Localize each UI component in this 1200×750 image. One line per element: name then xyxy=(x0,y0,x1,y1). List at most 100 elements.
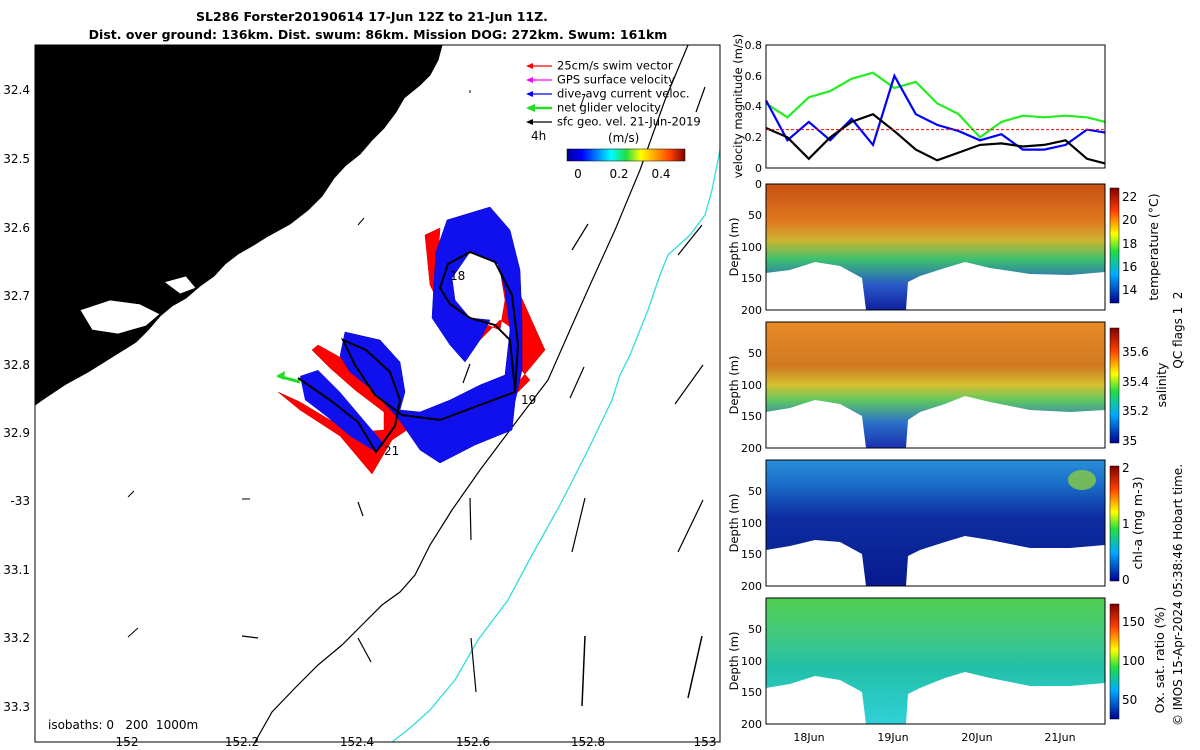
x-tick-label: 152.4 xyxy=(340,735,374,749)
oxygen-section: 50 100 150 200 Depth (m) 150 100 50 Ox. … xyxy=(727,597,1167,731)
section-colorbar xyxy=(1109,465,1120,582)
section-ylabel: Depth (m) xyxy=(727,494,741,553)
legend-label: sfc geo. vel. 21-Jun-2019 xyxy=(557,115,701,129)
cbar-tick: 0 xyxy=(1122,573,1130,587)
y-tick-label: -33 xyxy=(10,494,30,508)
cbar-tick: 50 xyxy=(1122,693,1137,707)
cbar-tick: 1 xyxy=(1122,517,1130,531)
y-tick-label: 150 xyxy=(741,686,762,699)
temperature-section: 0 50 100 150 200 Depth (m) 22 20 18 16 1… xyxy=(727,178,1161,317)
cbar-tick: 35.4 xyxy=(1122,375,1149,389)
geo-arrow xyxy=(581,635,586,707)
y-tick-label: 0.8 xyxy=(745,39,763,52)
geo-arrow xyxy=(569,366,585,399)
geo-arrow xyxy=(470,637,477,693)
section-frame xyxy=(765,597,1106,725)
cbar-label: Ox. sat. ratio (%) xyxy=(1152,607,1167,714)
legend-item: net glider velocity xyxy=(526,101,661,115)
x-tick-label: 152.2 xyxy=(225,735,259,749)
day-label: 18 xyxy=(450,269,465,283)
y-tick-label: 150 xyxy=(741,410,762,423)
y-tick-label: 32.5 xyxy=(3,152,30,166)
legend-item: GPS surface velocity xyxy=(526,73,675,87)
y-tick-label: 0 xyxy=(755,162,762,175)
time-tick-label: 18Jun xyxy=(793,731,824,744)
geo-arrow xyxy=(674,364,704,405)
credit-text: © IMOS 15-Apr-2024 05:38:46 Hobart time. xyxy=(1171,464,1185,726)
legend-label: 25cm/s swim vector xyxy=(557,59,673,73)
y-tick-label: 33.2 xyxy=(3,631,30,645)
x-tick-label: 152 xyxy=(116,735,139,749)
legend-item: dive-avg current veloc. xyxy=(526,87,690,101)
geo-arrow xyxy=(571,497,586,553)
legend-label: GPS surface velocity xyxy=(557,73,675,87)
geo-arrow xyxy=(241,635,259,639)
y-tick-label: 50 xyxy=(748,347,762,360)
geo-arrow xyxy=(571,223,589,251)
isobaths-label: isobaths: 0 200 1000m xyxy=(48,718,198,732)
geo-arrow xyxy=(579,93,586,109)
estuary xyxy=(163,275,197,295)
x-tick-label: 152.6 xyxy=(456,735,490,749)
y-tick-label: 0.2 xyxy=(745,131,763,144)
section-frame xyxy=(765,183,1106,311)
y-tick-label: 32.7 xyxy=(3,289,30,303)
cbar-label: chl-a (mg m-3) xyxy=(1130,477,1145,570)
velocity-series xyxy=(765,71,1106,165)
geo-arrow xyxy=(462,363,471,384)
estuary xyxy=(79,299,161,335)
y-tick-label: 200 xyxy=(741,442,762,455)
section-ylabel: Depth (m) xyxy=(727,218,741,277)
y-tick-label: 50 xyxy=(748,209,762,222)
y-tick-label: 200 xyxy=(741,580,762,593)
geo-arrow xyxy=(357,501,364,517)
legend-label: net glider velocity xyxy=(557,101,661,115)
geo-arrow xyxy=(677,499,704,553)
y-tick-label: 100 xyxy=(741,379,762,392)
speed-colorbar xyxy=(566,148,686,162)
geo-arrow xyxy=(677,224,703,256)
y-tick-label: 100 xyxy=(741,241,762,254)
y-tick-label: 200 xyxy=(741,718,762,731)
section-colorbar xyxy=(1109,603,1120,720)
legend-item: sfc geo. vel. 21-Jun-2019 xyxy=(526,115,701,129)
geo-arrow xyxy=(687,635,703,699)
sfc-geo-vectors xyxy=(127,86,706,707)
velocity-panel: 0 0.2 0.4 0.6 0.8 velocity magnitude (m/… xyxy=(731,34,1106,179)
map-panel: 18 19 21 25cm/s swim vector GPS surface … xyxy=(3,44,721,749)
section-data xyxy=(766,460,1105,586)
y-tick-label: 100 xyxy=(741,655,762,668)
map-day-labels: 18 19 21 xyxy=(384,269,536,458)
salinity-section: 50 100 150 200 Depth (m) 35.6 35.4 35.2 … xyxy=(727,321,1169,455)
day-label: 21 xyxy=(384,444,399,458)
cbar-tick: 14 xyxy=(1122,283,1137,297)
y-tick-label: 32.8 xyxy=(3,358,30,372)
cbar-tick: 18 xyxy=(1122,237,1137,251)
velocity-ylabel: velocity magnitude (m/s) xyxy=(731,34,745,179)
time-axis: 18Jun 19Jun 20Jun 21Jun xyxy=(793,731,1075,744)
y-tick-label: 32.9 xyxy=(3,426,30,440)
y-tick-label: 100 xyxy=(741,517,762,530)
time-tick-label: 19Jun xyxy=(877,731,908,744)
cbar-tick: 35.6 xyxy=(1122,345,1149,359)
title-line2: Dist. over ground: 136km. Dist. swum: 86… xyxy=(89,27,668,42)
cbar-tick: 22 xyxy=(1122,190,1137,204)
map-legend: 25cm/s swim vector GPS surface velocity … xyxy=(526,59,701,181)
geo-arrow xyxy=(695,86,706,113)
cbar-tick: 35 xyxy=(1122,434,1137,448)
cbar-tick: 20 xyxy=(1122,213,1137,227)
y-tick-label: 32.4 xyxy=(3,83,30,97)
y-tick-label: 50 xyxy=(748,623,762,636)
net-glider-velocity-arrowhead xyxy=(276,371,285,380)
section-ylabel: Depth (m) xyxy=(727,632,741,691)
geo-arrow xyxy=(357,637,372,663)
y-tick-label: 0 xyxy=(755,178,762,191)
section-colorbar xyxy=(1109,187,1120,304)
y-tick-label: 200 xyxy=(741,304,762,317)
cbar-tick: 100 xyxy=(1122,654,1145,668)
section-frame xyxy=(765,459,1106,587)
y-tick-label: 33.1 xyxy=(3,563,30,577)
map-y-axis: 32.4 32.5 32.6 32.7 32.8 32.9 -33 33.1 3… xyxy=(3,83,30,714)
cbar-tick: 2 xyxy=(1122,461,1130,475)
glider-path xyxy=(297,250,520,454)
